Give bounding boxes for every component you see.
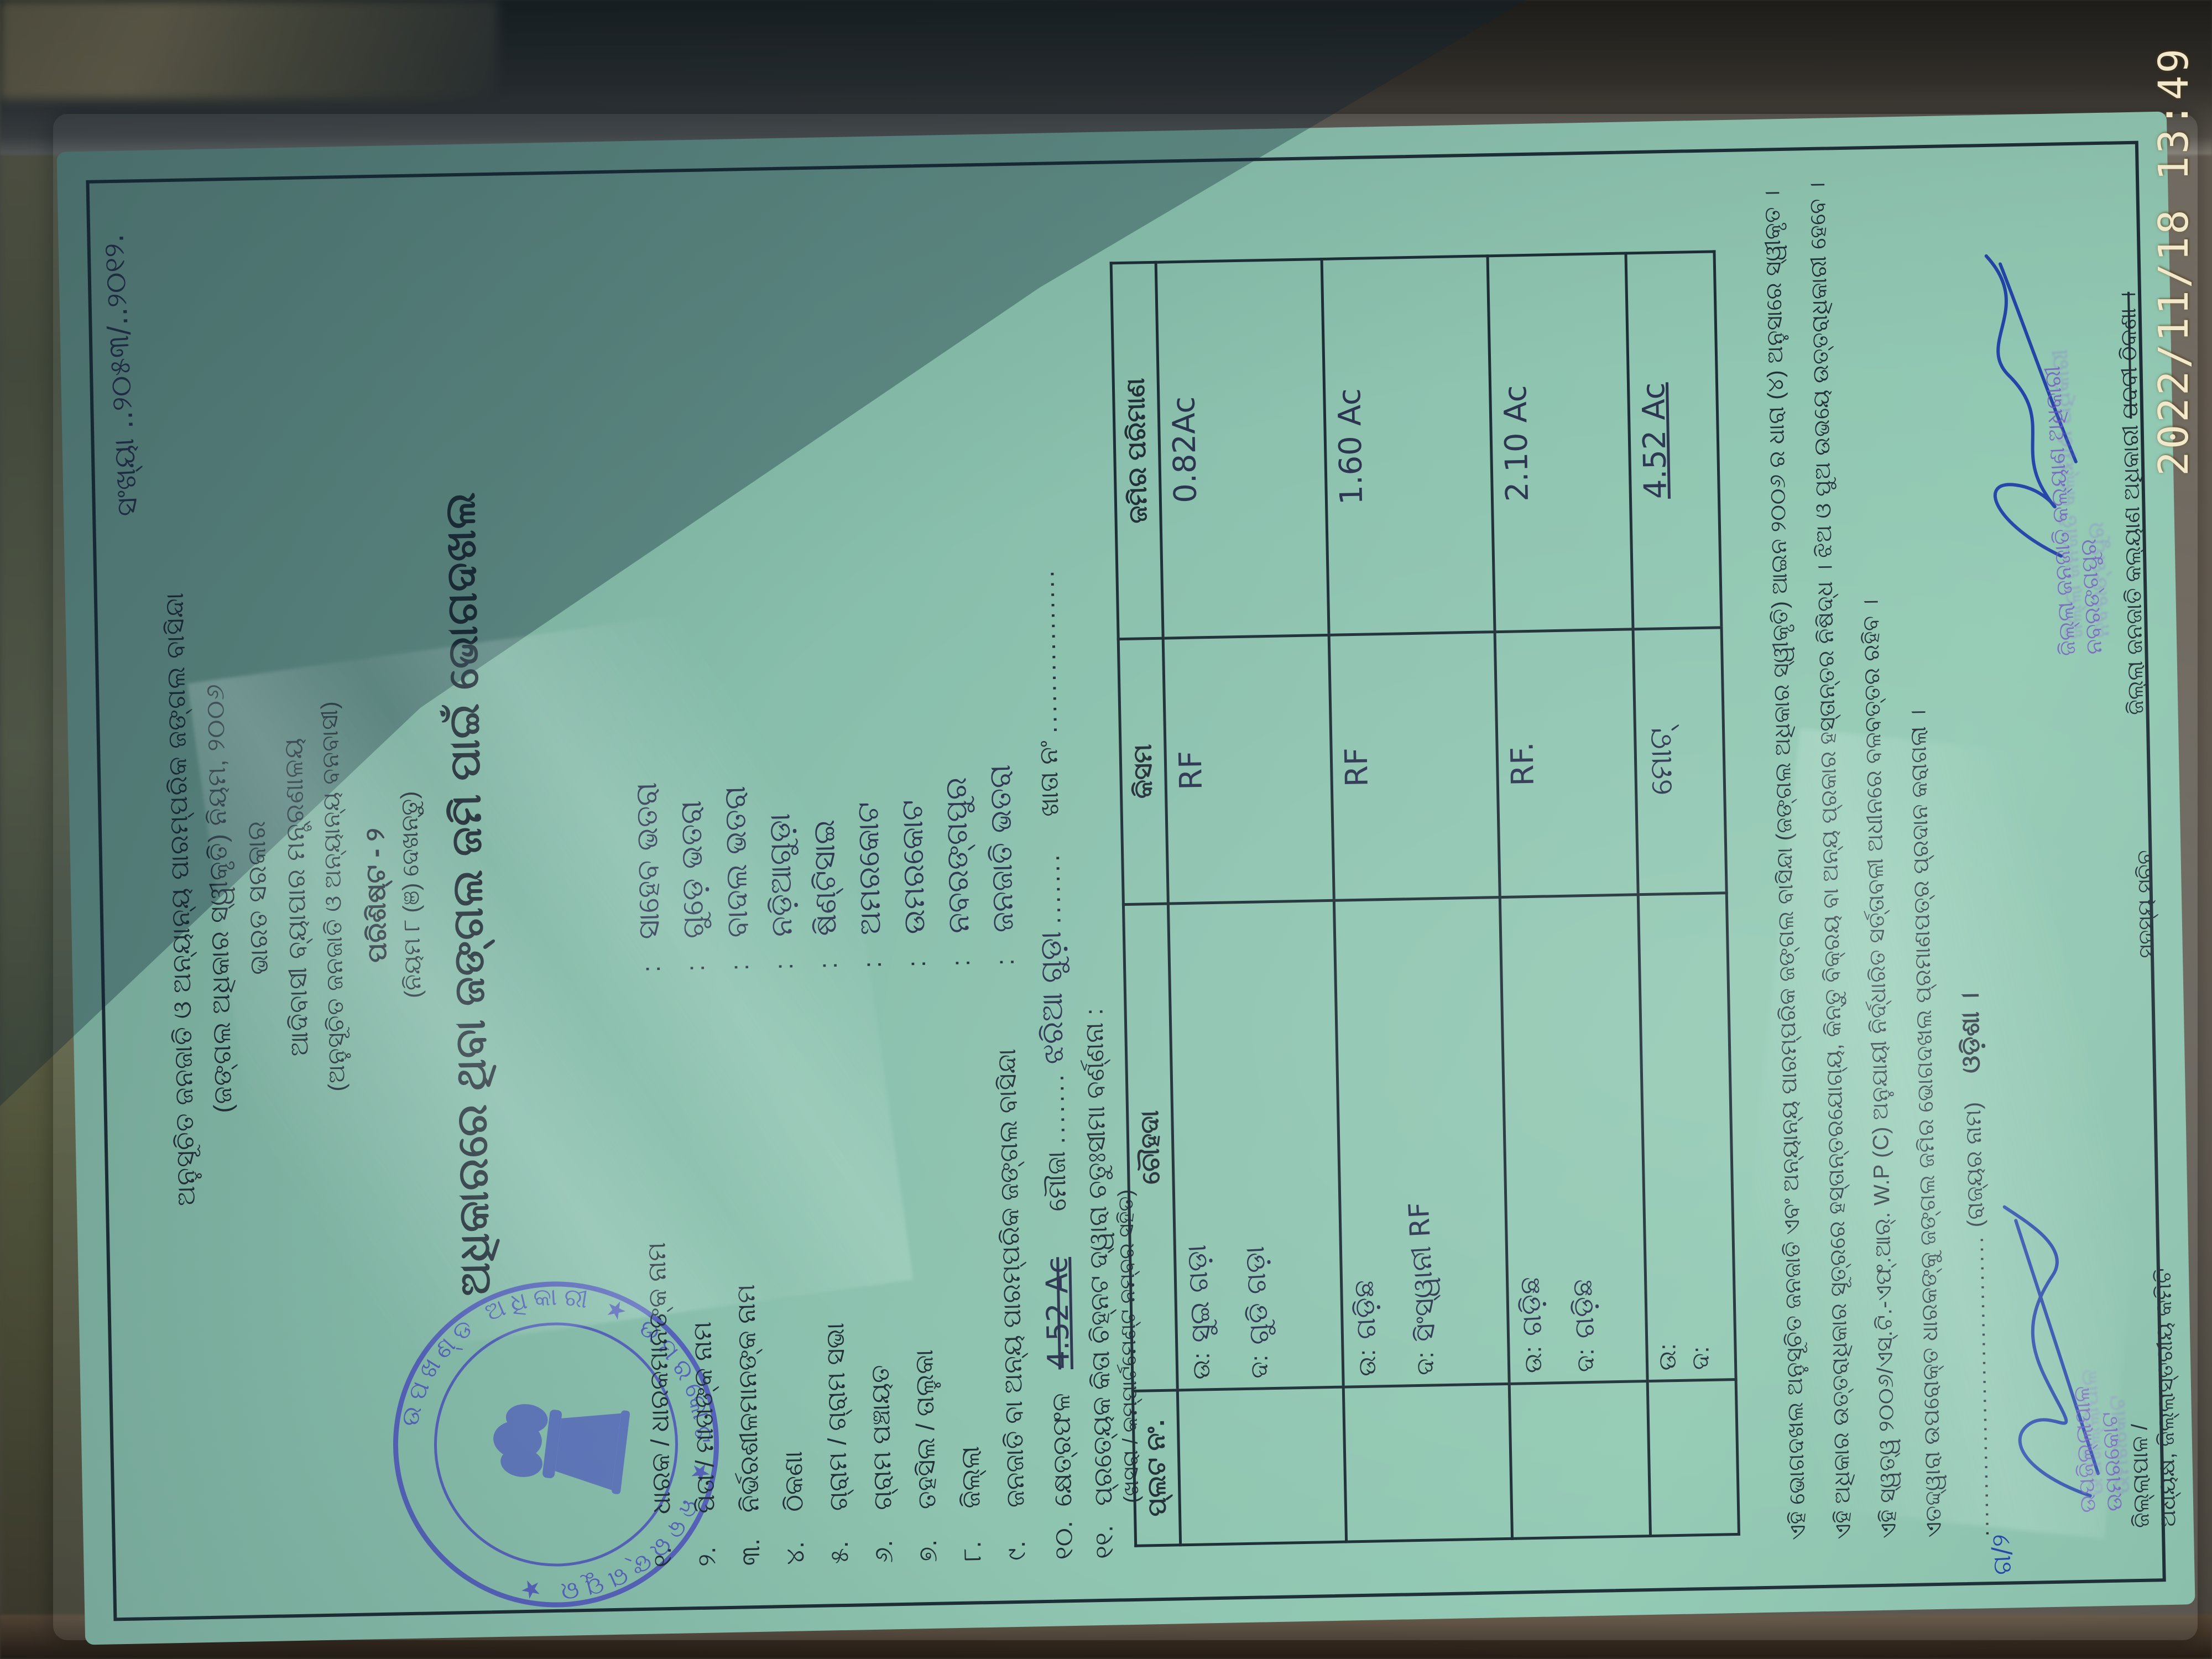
khata-label: ଖାତା ନଂ [1034,740,1064,817]
state-name-value: ଓଡ଼ିଶା । [1955,992,1986,1074]
signature-left [2002,1205,2100,1498]
field-number: ୧୧. [1089,1525,1119,1559]
boundary-cell: ଉ: ସୁଇ ଗଡ଼ା ଦ: ଗୁଡି ଗଡ଼ା [1168,900,1344,1390]
field-value-handwritten: ଜନଜାତି ଭତରା [982,764,1020,933]
col-header-plot: ପ୍ଲଟ ନଂ. [1133,1390,1181,1546]
table-row: ଉ: ଗଡ଼ିଛ ଦ: ସିଂସ୍ୱାନୀ RF RF 1.60 Ac [1322,255,1512,1542]
total-area-value: 4.52 Ac [1635,382,1674,499]
field-value-handwritten: ସାହେବ ଭତରା [628,782,666,940]
boundary-cell: ଉ: ଦ: [1638,893,1736,1381]
dotted-line: ................................ [1963,1233,1994,1537]
south-prefix: ଦ: [1572,1348,1600,1373]
land-table: ପ୍ଲଟ ନଂ. ଚୌହଦା କିସମ ଜମିର ପରିମାଣ ଉ:ସୁଇ ଗଡ… [1110,250,1740,1547]
table-row: ଉ: ସୁଇ ଗଡ଼ା ଦ: ଗୁଡି ଗଡ଼ା RF 0.82Ac [1156,259,1347,1545]
colon: : [724,963,754,971]
area-value: 1.60 Ac [1332,388,1370,505]
background-grass-top [0,0,498,100]
area-value: 0.82Ac [1166,396,1204,504]
colon: : [990,958,1019,966]
kisam-value: RF [1338,747,1375,787]
state-name-label: (ରାଜ୍ୟର ନାମ) [1961,1101,1988,1228]
field-number: ୧୦. [1048,1520,1078,1560]
field-value-handwritten: ଗୁଡ଼େ ଭତରା [673,800,711,939]
field-value-handwritten: ଷିଣ୍ଟିସାଇ [806,819,843,937]
signature-left-title-2: ଅଧ୍ୟକ୍ଷ, ଜିଲ୍ଲାସ୍ତରୀୟ କମିଟି [2151,1267,2180,1528]
plot-cell [1647,1379,1739,1536]
dotted-line: ....... [1040,1071,1071,1145]
north-prefix: ଉ: [1519,1345,1547,1374]
field-value-handwritten: ଉମରକୋଟ [894,799,932,935]
field-number: ୨. [692,1546,721,1567]
field-label: କ୍ଷେତ୍ରଫଳ [1046,1392,1077,1507]
total-label: ମୋଟ୍ [1642,727,1680,796]
north-value: ସୁଇ ଗଡ଼ା [1180,1244,1217,1344]
hand-mark: ଗ/୨ [1985,1533,2017,1576]
south-value: ସିଂସ୍ୱାନୀ RF [1402,1202,1442,1343]
field-value-handwritten: ନବରଙ୍ଗପୁର [938,776,976,934]
signature-left-title-1: ଜିଲ୍ଲାପାଳ / [2127,1423,2154,1528]
signature-center-title: ସଦସ୍ୟ ସଚିବ [2133,849,2159,958]
colon: : [680,964,710,972]
north-value: ଗଡ଼ିଛ [1513,1276,1548,1337]
field-number: ୧. [648,1547,677,1568]
colon: : [946,959,975,967]
colon: : [813,962,843,969]
field-number: ୮. [957,1541,987,1562]
field-number: ୯. [1001,1540,1031,1561]
col-header-kisam: କିସମ [1118,638,1168,905]
kisam-value: RF [1172,750,1209,791]
document-sheet: ସଂଖ୍ୟା ..୨୦୫୩/..୨୦୧୨. ଅନୁସୂଚିତ ଜନଜାତି ଓ … [56,111,2195,1645]
south-prefix: ଦ: [1687,1346,1715,1370]
table-row: ଉ: ଗଡ଼ିଛ ଦ: ଗଡ଼ିଛ RF. 2.10 Ac [1488,253,1651,1539]
field-number: ୪. [780,1541,810,1566]
official-seal: ଉପଖଣ୍ଡ ଅଧିକାରୀ ★ ଉମରକୋଟ ★ ନବରଙ୍ଗପୁର ★ [377,1265,736,1624]
mouza-label: ମୌଜା [1041,1151,1072,1212]
colon: : [901,960,931,968]
dotted-line: ....... [1036,851,1066,925]
plot-cell [1343,1384,1512,1542]
boundary-cell: ଉ: ଗଡ଼ିଛ ଦ: ସିଂସ୍ୱାନୀ RF [1334,897,1510,1387]
kisam-value: RF. [1504,742,1541,787]
north-prefix: ଉ: [1653,1343,1682,1371]
signature-right [1984,254,2078,558]
colon: : [769,962,799,971]
office-stamp-left: ଉପଜିଲ୍ଲାପାଳ ଉମରକୋଟ [2068,1384,2128,1514]
field-value-handwritten: ନଡ଼ିଆଗୁଡ଼ା [761,813,799,937]
south-value: ଗଡ଼ିଛ [1566,1279,1601,1340]
field-number: ୭. [912,1539,942,1563]
plot-cell [1177,1387,1347,1545]
south-prefix: ଦ: [1411,1351,1439,1376]
field-value-handwritten: ବାଦଲ ଭତରା [717,785,755,938]
dotted-line: ................ [1030,567,1062,734]
area-value: 2.10 Ac [1498,384,1536,502]
ashoka-pillar-icon [493,1404,630,1494]
plot-cell [1509,1381,1651,1539]
colon: : [636,965,666,973]
colon: : [857,961,887,969]
north-value: ଗଡ଼ିଛ [1347,1279,1383,1340]
boundary-cell: ଉ: ଗଡ଼ିଛ ଦ: ଗଡ଼ିଛ [1500,894,1648,1384]
field-number: ୩. [735,1538,765,1566]
field-value-handwritten: ଅମରକୋଟ [850,801,888,936]
col-header-area: ଜମିର ପରିମାଣ [1111,262,1164,639]
fra-title-document: ସଂଖ୍ୟା ..୨୦୫୩/..୨୦୧୨. ଅନୁସୂଚିତ ଜନଜାତି ଓ … [56,112,2195,1645]
south-prefix: ଦ: [1245,1354,1274,1379]
mouza-value-handwritten: ଝରିଆ ଗୁଡ଼ା [1032,931,1071,1065]
signature-right-title-struck: ପଦବୀ ଠିକଣା । [2115,291,2143,419]
area-value-handwritten: 4.52 Ac [1039,1256,1077,1370]
signature-right-title-main: ଜିଲ୍ଲା ଜନଜାତି କଲ୍ୟାଣ ଅଧିକାରୀ [2118,418,2148,716]
south-value: ଗୁଡି ଗଡ଼ା [1238,1245,1276,1346]
field-number: ୬. [868,1540,898,1564]
north-prefix: ଉ: [1353,1349,1381,1377]
north-prefix: ଉ: [1187,1352,1215,1380]
field-number: ୫. [824,1541,854,1564]
